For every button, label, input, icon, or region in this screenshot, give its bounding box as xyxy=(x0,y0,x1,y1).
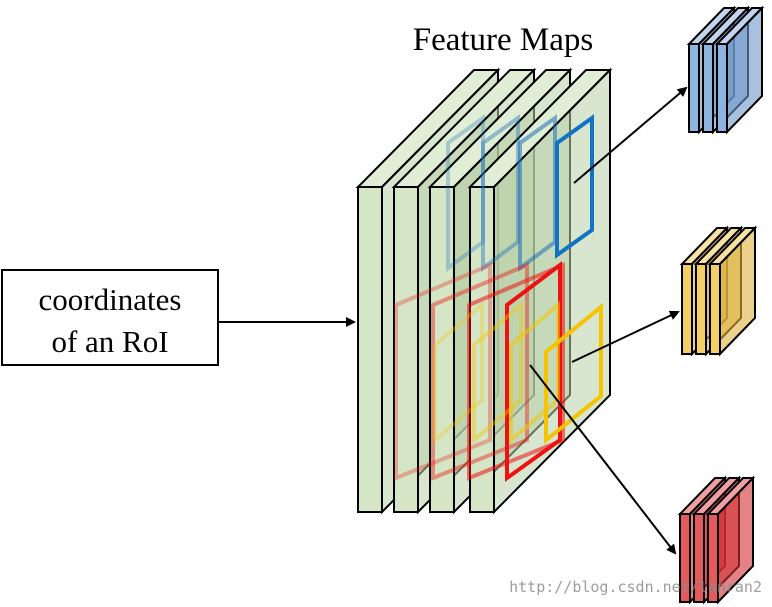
roi-coordinates-box: coordinates of an RoI xyxy=(1,269,219,366)
red-roi xyxy=(505,260,562,482)
red-pooled-output xyxy=(677,475,756,605)
blue-pooled-output xyxy=(686,5,765,135)
roi-coordinates-line1: coordinates xyxy=(39,282,182,317)
red-output-arrow xyxy=(529,364,677,555)
roi-projections xyxy=(394,114,603,482)
blue-output-arrow xyxy=(573,86,688,184)
feature-maps-title: Feature Maps xyxy=(413,22,594,58)
roi-coordinates-line2: of an RoI xyxy=(51,324,168,359)
yellow-pooled-output xyxy=(679,225,758,357)
feature-map-stack xyxy=(355,67,613,515)
yellow-roi xyxy=(544,302,603,445)
blue-roi xyxy=(555,114,594,259)
yellow-output-arrow xyxy=(571,310,680,363)
watermark: http://blog.csdn.net/lanran2 xyxy=(509,578,762,596)
